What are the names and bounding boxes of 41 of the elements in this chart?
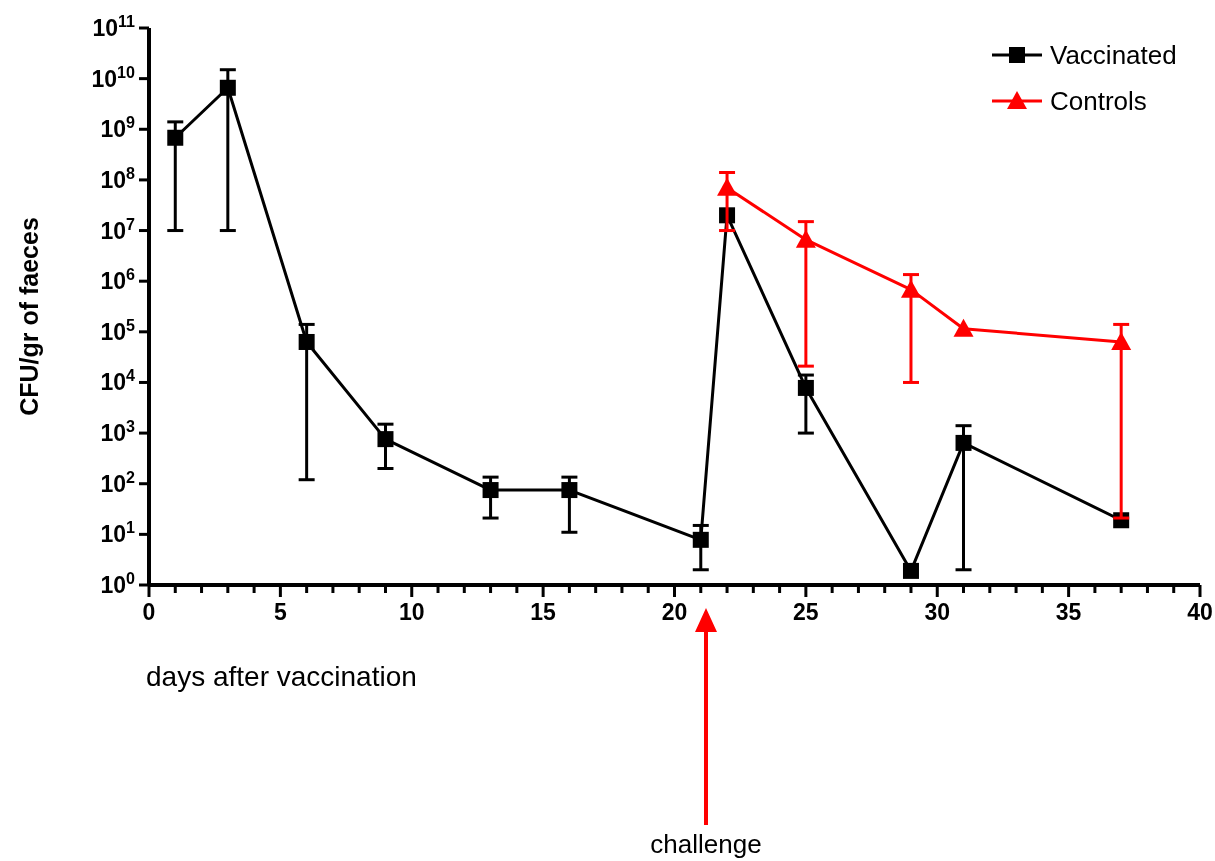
point: [561, 482, 578, 499]
x-tick-label: 25: [793, 599, 819, 625]
y-tick-label: 10$^{7}$: [100, 214, 136, 244]
y-tick-label: 10$^{4}$: [100, 366, 136, 396]
x-tick-label: 20: [661, 599, 688, 625]
x-tick-label: 35: [1055, 599, 1082, 625]
x-tick-label: 40: [1187, 599, 1213, 625]
point: [167, 129, 184, 146]
x-tick-label: 5: [273, 599, 287, 625]
point: [717, 177, 738, 196]
point: [900, 279, 921, 298]
point: [298, 333, 315, 350]
point: [692, 531, 709, 548]
x-axis-title: days after vaccination: [146, 661, 417, 692]
x-tick-label: 30: [924, 599, 951, 625]
y-tick-label: 10$^{1}$: [100, 518, 136, 548]
y-tick-label: 10$^{10}$: [91, 62, 136, 92]
point: [377, 431, 394, 448]
point: [219, 79, 236, 96]
y-tick-label: 10$^{11}$: [92, 12, 136, 41]
y-tick-label: 10$^{5}$: [100, 315, 136, 345]
y-tick-label: 10$^{2}$: [100, 467, 136, 497]
y-tick-label: 10$^{8}$: [100, 163, 136, 193]
x-tick-label: 10: [398, 599, 425, 625]
point: [1111, 331, 1132, 350]
y-tick-label: 10$^{6}$: [100, 265, 136, 295]
y-tick-label: 10$^{9}$: [100, 113, 136, 143]
point: [797, 379, 814, 396]
point: [795, 229, 816, 248]
point: [953, 318, 974, 337]
point: [482, 482, 499, 499]
y-tick-label: 10$^{3}$: [100, 417, 136, 447]
text: challenge: [650, 829, 762, 859]
x-tick-label: 0: [142, 599, 156, 625]
y-axis-title: CFU/gr of faeces: [15, 217, 43, 416]
legend-label: Controls: [1050, 86, 1147, 116]
x-tick-label: 15: [530, 599, 557, 625]
y-tick-label: 10$^{0}$: [100, 569, 136, 598]
point: [955, 434, 972, 451]
point: [902, 562, 919, 579]
legend-label: Vaccinated: [1050, 40, 1177, 70]
